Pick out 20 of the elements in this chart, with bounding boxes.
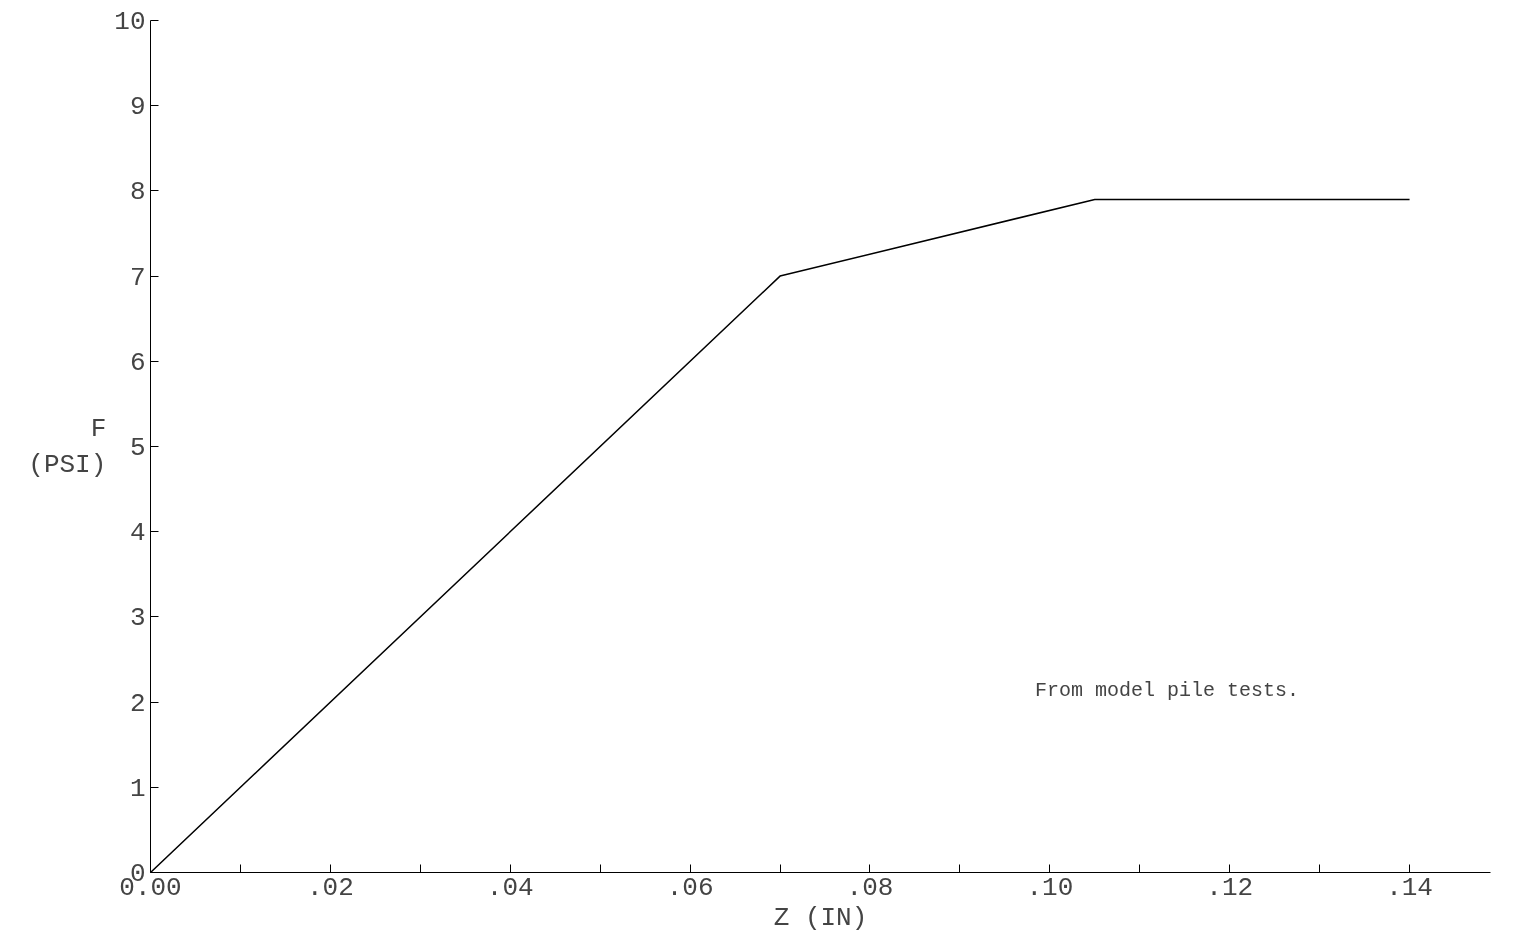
y-tick-label: 4 <box>129 518 146 549</box>
x-tick-label: .10 <box>1026 872 1074 903</box>
annotation: From model pile tests. <box>1034 679 1299 703</box>
x-tick-label: .08 <box>846 872 894 903</box>
y-tick-label: 2 <box>129 688 146 719</box>
y-axis-title: F (PSI) <box>28 413 107 480</box>
y-tick-label: 7 <box>129 262 146 293</box>
x-tick-label: .04 <box>486 872 534 903</box>
y-tick-label: 8 <box>129 177 146 208</box>
y-tick-label: 3 <box>129 603 146 634</box>
y-tick-label: 9 <box>129 92 146 123</box>
x-tick-label: .06 <box>666 872 714 903</box>
y-tick-label: 5 <box>129 433 146 463</box>
y-tick-label: 1 <box>129 773 146 804</box>
y-tick-label: 6 <box>129 347 146 378</box>
y-tick-label: 10 <box>114 7 146 37</box>
x-tick-label: .02 <box>306 872 354 903</box>
x-axis-title: Z (IN) <box>773 902 868 933</box>
x-tick-label: .12 <box>1206 872 1254 903</box>
x-tick-label: .14 <box>1386 872 1433 903</box>
